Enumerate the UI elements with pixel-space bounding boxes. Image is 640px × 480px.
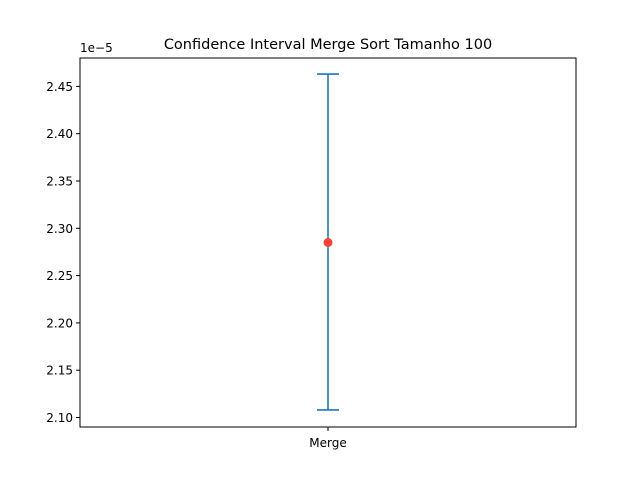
chart-title: Confidence Interval Merge Sort Tamanho 1… (164, 37, 492, 53)
y-tick-label: 2.30 (46, 222, 73, 236)
x-axis-ticks: Merge (309, 427, 347, 450)
y-tick-label: 2.25 (46, 269, 73, 283)
mean-point (323, 238, 333, 247)
y-tick-label: 2.10 (46, 411, 73, 425)
y-tick-label: 2.45 (46, 80, 73, 94)
x-tick-label: Merge (309, 436, 346, 450)
y-axis-offset-label: 1e−5 (80, 41, 113, 55)
y-tick-label: 2.40 (46, 127, 73, 141)
y-axis-ticks: 2.10 2.15 2.20 2.25 2.30 2.35 2.40 2.45 (46, 80, 80, 425)
y-tick-label: 2.15 (46, 364, 73, 378)
y-tick-label: 2.35 (46, 175, 73, 189)
y-tick-label: 2.20 (46, 316, 73, 330)
chart-marks (317, 73, 339, 411)
